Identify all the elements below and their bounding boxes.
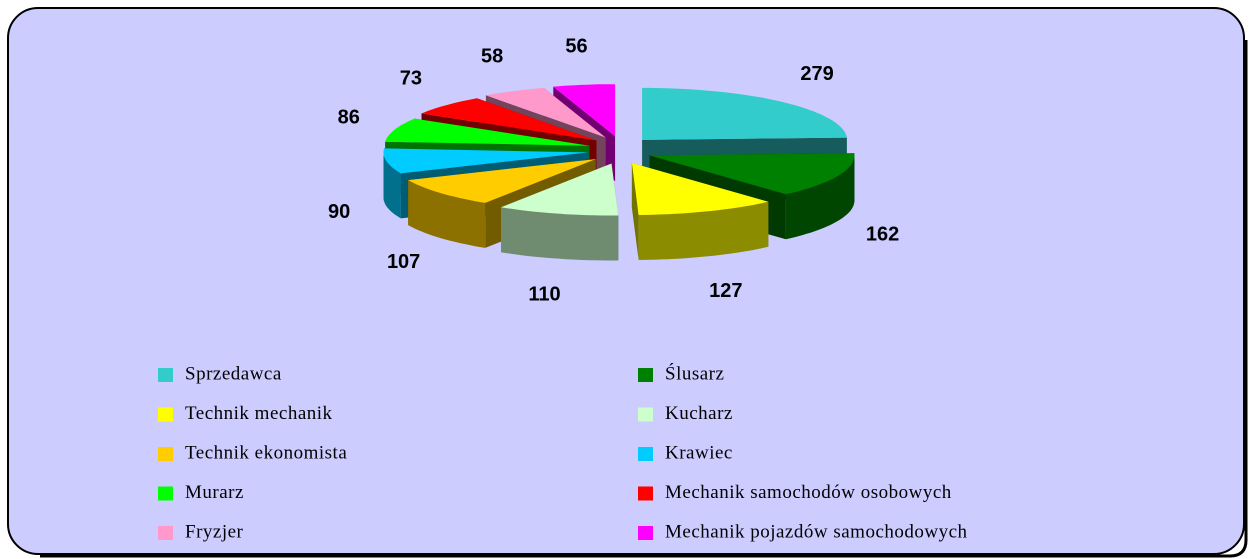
legend-label: Technik mechanik bbox=[185, 403, 333, 424]
legend-swatch bbox=[158, 407, 173, 422]
chart-background bbox=[7, 7, 1245, 555]
slice-wall bbox=[638, 201, 769, 260]
shadow-edge bbox=[40, 40, 1248, 558]
legend-label: Mechanik pojazdów samochodowych bbox=[665, 521, 968, 542]
data-label: 58 bbox=[481, 45, 503, 67]
legend-label: Technik ekonomista bbox=[185, 442, 347, 463]
legend-swatch bbox=[158, 486, 173, 501]
legend-swatch bbox=[638, 368, 653, 382]
data-label: 56 bbox=[565, 36, 587, 58]
legend-swatch bbox=[638, 486, 653, 501]
legend-label: Murarz bbox=[185, 482, 244, 503]
data-label: 279 bbox=[800, 63, 833, 85]
legend-swatch bbox=[638, 407, 653, 422]
slice-wall bbox=[501, 207, 619, 261]
data-label: 73 bbox=[400, 68, 422, 90]
data-label: 127 bbox=[709, 280, 742, 302]
slice-top bbox=[408, 159, 596, 203]
slice-wall bbox=[383, 152, 401, 219]
slice-top bbox=[631, 163, 769, 215]
data-label: 107 bbox=[387, 251, 420, 273]
legend-label: Fryzjer bbox=[185, 521, 244, 542]
legend-swatch bbox=[158, 447, 173, 461]
slice-top bbox=[553, 84, 616, 137]
slice-top bbox=[385, 118, 590, 146]
slice-top bbox=[642, 87, 847, 140]
legend-swatch bbox=[638, 447, 653, 461]
legend-label: Kucharz bbox=[665, 403, 733, 424]
slice-top bbox=[421, 98, 597, 141]
legend-swatch bbox=[158, 368, 173, 382]
data-label: 162 bbox=[866, 224, 899, 246]
slice-top bbox=[383, 148, 589, 174]
slice-wall bbox=[785, 155, 855, 240]
legend-swatch bbox=[638, 526, 653, 540]
slice-wall bbox=[408, 180, 486, 248]
data-label: 110 bbox=[528, 284, 560, 306]
legend-label: Sprzedawca bbox=[185, 363, 282, 384]
data-label: 90 bbox=[328, 201, 350, 223]
legend-swatch bbox=[158, 526, 173, 540]
data-label: 86 bbox=[338, 106, 360, 128]
slice-top bbox=[485, 87, 606, 138]
slice-top bbox=[501, 163, 619, 216]
slice-side bbox=[631, 163, 639, 260]
legend-label: Ślusarz bbox=[665, 362, 724, 384]
legend-label: Mechanik samochodów osobowych bbox=[665, 482, 952, 503]
legend-label: Krawiec bbox=[665, 442, 733, 463]
slice-top bbox=[649, 153, 855, 195]
